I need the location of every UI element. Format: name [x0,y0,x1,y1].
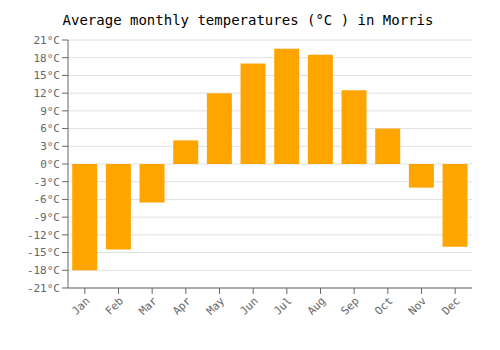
svg-text:Jun: Jun [238,294,261,317]
svg-text:Aug: Aug [305,294,328,317]
svg-text:Sep: Sep [339,294,362,317]
svg-text:May: May [204,294,228,318]
svg-text:3°C: 3°C [40,140,60,153]
svg-text:21°C: 21°C [34,34,61,47]
svg-text:Nov: Nov [406,294,430,318]
svg-text:-3°C: -3°C [34,176,61,189]
svg-text:0°C: 0°C [40,158,60,171]
svg-text:Dec: Dec [440,294,463,317]
svg-text:Jan: Jan [69,294,92,317]
svg-text:18°C: 18°C [34,52,61,65]
svg-text:12°C: 12°C [34,87,61,100]
svg-text:15°C: 15°C [34,69,61,82]
svg-text:-15°C: -15°C [27,246,60,259]
svg-text:-6°C: -6°C [34,193,61,206]
svg-text:Oct: Oct [372,294,395,317]
svg-text:Jul: Jul [271,294,294,317]
svg-text:-18°C: -18°C [27,264,60,277]
svg-text:-21°C: -21°C [27,282,60,295]
svg-text:Apr: Apr [170,294,194,318]
svg-text:9°C: 9°C [40,105,60,118]
svg-text:6°C: 6°C [40,122,60,135]
svg-text:Mar: Mar [137,294,161,318]
svg-text:-9°C: -9°C [34,211,61,224]
html-text:Average monthly temperatures (: Average monthly temperatures (°C ) in Mo… [62,12,434,28]
svg-text:-12°C: -12°C [27,229,60,242]
svg-text:Feb: Feb [103,294,126,317]
